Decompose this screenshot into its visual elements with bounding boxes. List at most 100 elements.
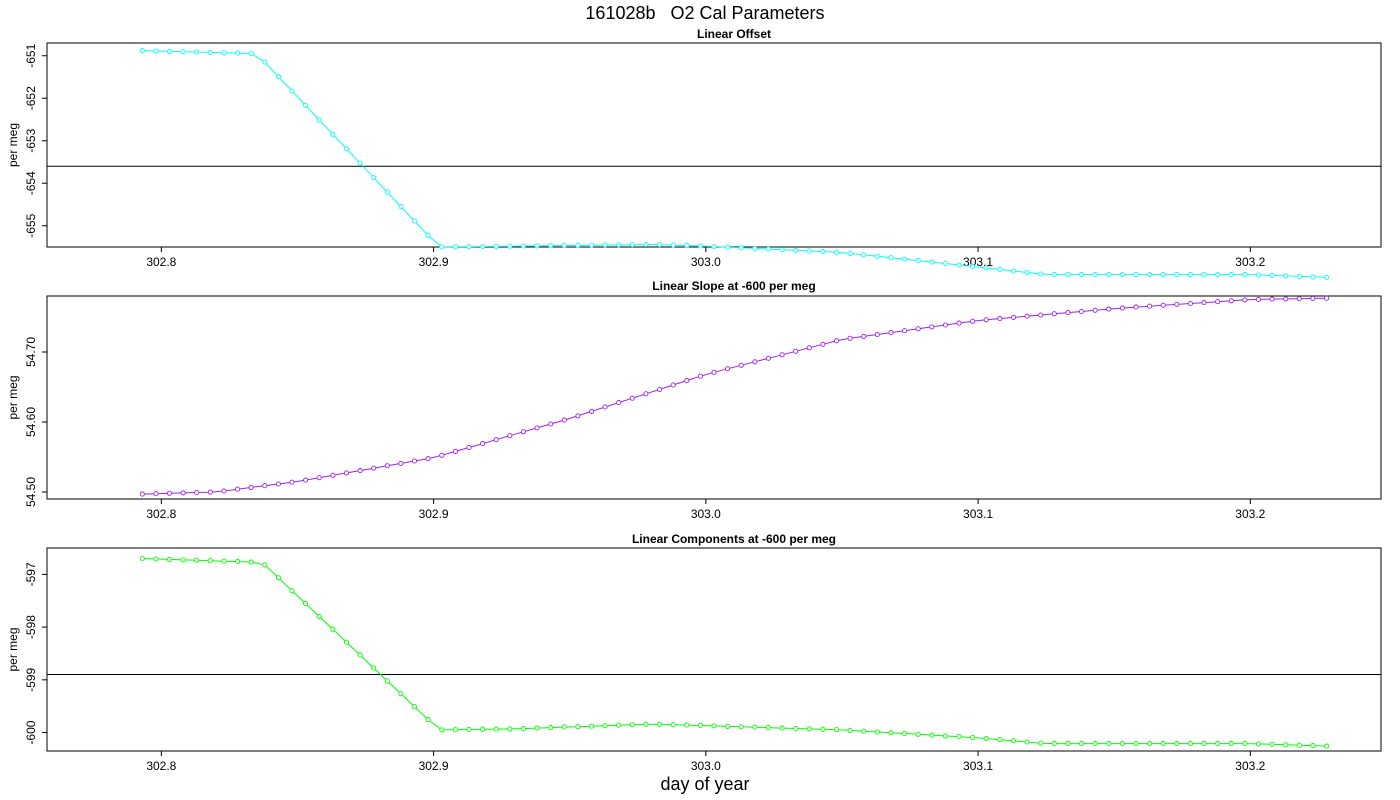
- data-point: [180, 557, 186, 563]
- data-point: [548, 725, 554, 731]
- y-tick-label: -652: [24, 86, 38, 110]
- data-point: [275, 481, 281, 487]
- data-point: [820, 726, 826, 732]
- data-point: [289, 479, 295, 485]
- data-point: [1051, 311, 1057, 317]
- data-point: [275, 575, 281, 581]
- figure-title: 161028b O2 Cal Parameters: [585, 3, 825, 23]
- data-point: [1024, 313, 1030, 319]
- data-point: [915, 258, 921, 264]
- data-point: [670, 242, 676, 248]
- data-point: [684, 722, 690, 728]
- data-point: [779, 352, 785, 358]
- x-tick-label: 302.8: [146, 759, 176, 773]
- data-point: [207, 558, 213, 564]
- data-point: [1147, 303, 1153, 309]
- data-point: [316, 613, 322, 619]
- data-point: [371, 465, 377, 471]
- data-point: [1296, 296, 1302, 302]
- data-point: [847, 335, 853, 341]
- data-point: [1215, 299, 1221, 305]
- data-point: [575, 242, 581, 248]
- y-tick-label: 54.60: [24, 407, 38, 437]
- data-point: [1106, 741, 1112, 747]
- data-point: [139, 48, 145, 54]
- data-point: [480, 441, 486, 447]
- panel-title: Linear Offset: [697, 27, 771, 41]
- data-point: [575, 413, 581, 419]
- data-point: [1187, 300, 1193, 307]
- data-point: [384, 678, 390, 684]
- data-point: [480, 243, 486, 250]
- data-point: [956, 734, 962, 740]
- data-point: [588, 408, 595, 414]
- x-tick-label: 303.2: [1235, 759, 1265, 773]
- data-point: [1051, 272, 1057, 278]
- data-point: [1119, 272, 1125, 278]
- data-point: [738, 362, 744, 368]
- data-point: [820, 249, 826, 255]
- data-point: [888, 730, 894, 736]
- data-point: [847, 727, 853, 733]
- data-point: [466, 244, 472, 250]
- data-point: [411, 704, 418, 710]
- y-tick-label: -600: [24, 720, 38, 744]
- data-point: [657, 242, 663, 248]
- data-point: [153, 491, 159, 497]
- data-point: [629, 395, 635, 401]
- data-point: [588, 723, 595, 729]
- data-point: [942, 260, 948, 267]
- y-tick-label: -654: [24, 171, 38, 195]
- data-point: [983, 317, 989, 323]
- data-point: [1228, 272, 1234, 278]
- x-tick-label: 302.8: [146, 255, 176, 269]
- data-point: [262, 562, 268, 568]
- data-point: [303, 477, 309, 483]
- data-point: [180, 49, 186, 55]
- data-point: [561, 242, 567, 249]
- y-axis-label: per meg: [6, 627, 20, 671]
- series-line: [142, 558, 1327, 747]
- data-point: [398, 204, 404, 210]
- y-tick-label: -651: [24, 43, 38, 67]
- data-point: [343, 470, 350, 476]
- data-point: [629, 722, 635, 728]
- data-point: [956, 320, 962, 326]
- data-point: [1269, 272, 1275, 278]
- data-point: [983, 265, 989, 271]
- data-point: [1283, 742, 1289, 748]
- data-point: [1065, 310, 1071, 316]
- y-axis-label: per meg: [6, 123, 20, 167]
- data-point: [1187, 272, 1193, 278]
- data-point: [371, 175, 377, 181]
- data-point: [902, 256, 908, 262]
- data-point: [1078, 741, 1085, 747]
- data-point: [588, 242, 595, 248]
- data-point: [248, 559, 254, 565]
- data-point: [221, 50, 227, 56]
- data-point: [166, 490, 173, 496]
- data-point: [902, 328, 908, 334]
- data-point: [425, 717, 431, 723]
- data-point: [616, 400, 622, 406]
- data-point: [833, 249, 840, 255]
- data-point: [262, 483, 268, 489]
- data-point: [915, 326, 921, 332]
- data-point: [929, 732, 935, 738]
- x-tick-label: 303.2: [1235, 255, 1265, 269]
- data-point: [1228, 741, 1234, 747]
- data-point: [330, 131, 336, 137]
- data-point: [929, 324, 935, 330]
- data-point: [697, 722, 703, 729]
- data-point: [493, 243, 499, 249]
- data-point: [820, 341, 826, 347]
- data-point: [1092, 741, 1098, 747]
- data-point: [139, 491, 145, 497]
- data-point: [1324, 743, 1330, 749]
- data-point: [398, 691, 404, 697]
- data-point: [466, 444, 472, 451]
- data-point: [806, 726, 812, 732]
- data-point: [902, 730, 908, 737]
- data-point: [711, 243, 717, 250]
- data-point: [1255, 296, 1262, 302]
